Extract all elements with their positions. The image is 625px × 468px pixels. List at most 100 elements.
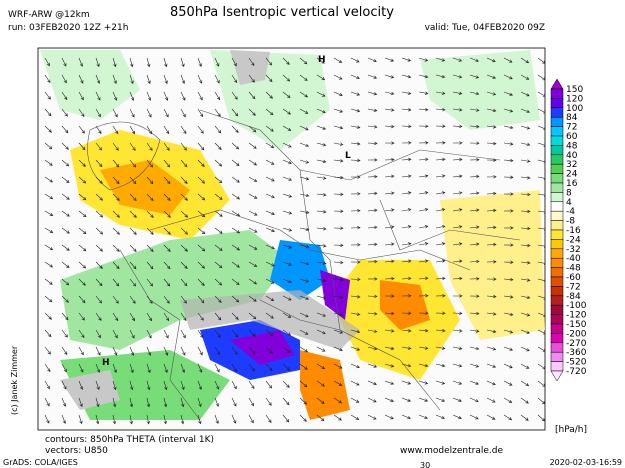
wind-arrow — [282, 57, 290, 65]
wind-arrow — [316, 244, 327, 248]
wind-arrow — [299, 210, 310, 215]
wind-arrow — [214, 261, 223, 269]
colorbar-segment — [550, 267, 564, 278]
wind-arrow — [129, 329, 135, 339]
wind-arrow — [520, 159, 531, 163]
wind-arrow — [197, 57, 202, 67]
terrain — [230, 50, 270, 85]
wind-arrow — [333, 312, 344, 317]
wind-arrow — [452, 414, 462, 420]
wind-arrow — [265, 176, 275, 182]
wind-arrow — [265, 346, 273, 354]
wind-arrow — [469, 294, 480, 298]
wind-arrow — [469, 108, 480, 112]
wind-arrow — [78, 414, 83, 425]
wind-arrow — [180, 346, 186, 356]
wind-arrow — [367, 312, 378, 316]
wind-arrow — [95, 329, 101, 339]
wind-arrow — [469, 363, 480, 368]
green-area — [40, 50, 140, 120]
wind-arrow — [231, 278, 240, 285]
colorbar-segment — [550, 98, 564, 109]
timestamp: 2020-02-03-16:59 — [550, 458, 622, 467]
wind-arrow — [282, 346, 291, 353]
wind-arrow — [129, 57, 134, 68]
wind-arrow — [401, 329, 412, 333]
wind-arrow — [129, 414, 133, 425]
wind-arrow — [163, 108, 169, 118]
wind-arrow — [112, 346, 118, 356]
wind-arrow — [163, 261, 171, 270]
orange-area — [300, 350, 350, 420]
wind-arrow — [231, 176, 240, 183]
wind-arrow — [163, 295, 170, 304]
wind-arrow — [350, 346, 361, 351]
wind-arrow — [384, 311, 395, 316]
wind-arrow — [61, 159, 70, 167]
wind-arrow — [214, 176, 223, 184]
wind-arrow — [180, 176, 188, 184]
pressure-label: L — [345, 151, 351, 161]
colorbar-segment — [550, 182, 564, 193]
wind-arrow — [486, 277, 497, 281]
wind-arrow — [384, 397, 394, 403]
wind-arrow — [435, 208, 446, 212]
wind-arrow — [401, 157, 412, 162]
wind-arrow — [231, 346, 238, 355]
wind-arrow — [129, 125, 135, 135]
wind-arrow — [401, 91, 412, 95]
wind-arrow — [282, 91, 291, 99]
wind-arrow — [180, 244, 188, 252]
wind-arrow — [282, 210, 293, 215]
wind-arrow — [350, 158, 361, 163]
wind-arrow — [231, 74, 238, 84]
wind-arrow — [95, 57, 100, 68]
wind-arrow — [299, 193, 310, 198]
wind-arrow — [384, 346, 395, 351]
borders — [87, 109, 521, 421]
wind-arrow — [44, 363, 51, 372]
wind-arrow — [350, 226, 361, 230]
wind-arrow — [180, 261, 188, 269]
wind-arrow — [197, 261, 205, 269]
wind-arrow — [265, 193, 275, 199]
wind-arrow — [214, 142, 222, 150]
wind-arrow — [146, 108, 152, 118]
wind-arrow — [180, 159, 188, 168]
wind-arrow — [503, 346, 514, 351]
wind-arrow — [367, 414, 377, 420]
wind-arrow — [367, 208, 378, 213]
wind-arrow — [231, 244, 241, 251]
wind-arrow — [78, 346, 84, 356]
wind-arrow — [452, 157, 463, 162]
wind-arrow — [163, 176, 171, 185]
colorbar-segment — [550, 333, 564, 344]
wind-arrow — [146, 57, 151, 68]
wind-arrow — [231, 414, 237, 424]
wind-arrow — [146, 295, 153, 304]
wind-arrow — [129, 227, 137, 235]
wind-arrow — [401, 346, 412, 350]
wind-arrow — [520, 125, 531, 130]
wind-arrow — [78, 193, 87, 201]
wind-arrow — [452, 91, 463, 95]
wind-arrow — [316, 397, 325, 404]
colorbar-segment — [550, 126, 564, 137]
wind-arrow — [163, 312, 170, 322]
wind-arrow — [435, 242, 446, 246]
wind-arrow — [112, 193, 120, 201]
wind-arrow — [333, 108, 344, 113]
wind-arrow — [265, 74, 273, 83]
wind-arrow — [95, 312, 102, 321]
wind-arrow — [384, 225, 395, 229]
wind-arrow — [537, 397, 545, 405]
wind-arrow — [333, 243, 344, 248]
wind-arrow — [214, 210, 223, 217]
wind-arrow — [112, 397, 117, 408]
wind-arrow — [95, 210, 104, 218]
wind-arrow — [418, 174, 429, 178]
wind-arrow — [350, 125, 361, 129]
wind-arrow — [163, 142, 170, 151]
wind-arrow — [214, 380, 220, 390]
